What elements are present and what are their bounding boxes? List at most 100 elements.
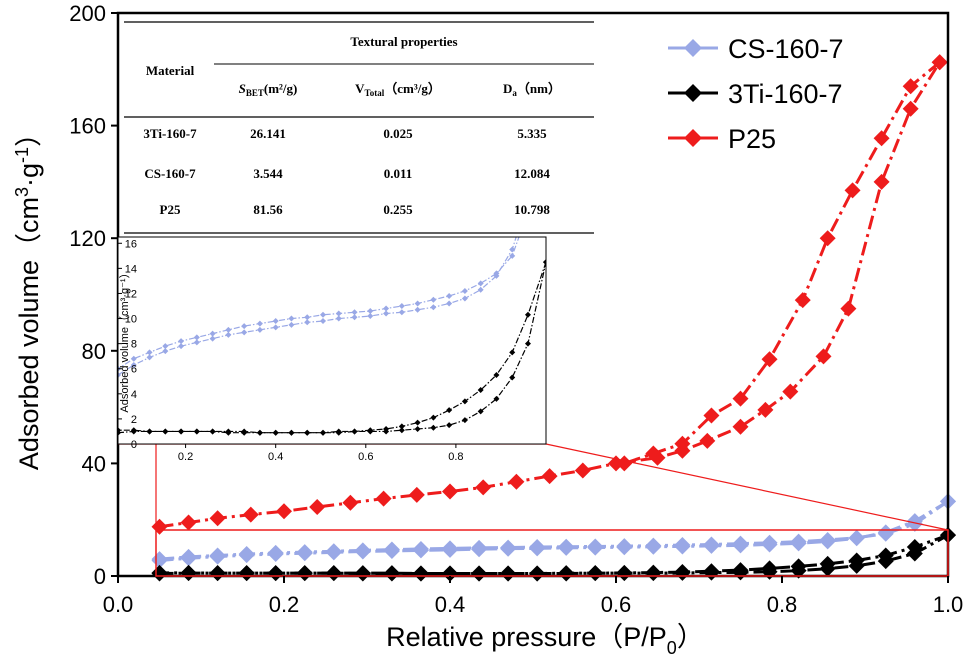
main-adsorption-point (732, 418, 749, 435)
inset-x-tick-label: 0.8 (448, 451, 463, 463)
main-desorption-point (819, 555, 836, 572)
inset-desorption-point (272, 318, 279, 325)
main-adsorption-point (815, 348, 832, 365)
inset-desorption-line-1 (118, 261, 546, 434)
main-adsorption-point (180, 514, 197, 531)
inset-desorption-point (304, 429, 311, 436)
main-desorption-point (267, 565, 284, 582)
inset-desorption-point (335, 310, 342, 317)
main-desorption-point (151, 551, 168, 568)
main-desorption-point (151, 564, 168, 581)
inset-desorption-point (288, 429, 295, 436)
inset-y-tick-label: 4 (131, 389, 137, 401)
inset-adsorption-point (477, 408, 484, 415)
inset-y-tick-label: 0 (131, 439, 137, 451)
legend-label: CS-160-7 (728, 34, 844, 64)
table-rows: 3Ti-160-7 26.141 0.025 5.335 CS-160-7 3.544 0.… (143, 126, 550, 217)
y-tick-label: 160 (69, 114, 106, 139)
table-cell-vtotal: 0.025 (383, 126, 413, 141)
inset-desorption-line-0 (118, 237, 520, 370)
inset-adsorption-point (398, 427, 405, 434)
inset-adsorption-point (162, 348, 169, 355)
table-cell-da: 12.084 (514, 166, 550, 181)
inset-adsorption-point (414, 306, 421, 313)
main-adsorption-point (840, 300, 857, 317)
x-tick-label: 0.0 (103, 592, 134, 617)
inset-desorption-point (335, 428, 342, 435)
main-adsorption-point (342, 494, 359, 511)
main-desorption-point (732, 562, 749, 579)
main-adsorption-point (442, 483, 458, 500)
main-desorption-point (412, 540, 429, 557)
y-axis-title: Adsorbed volume（cm3·g-1） (12, 120, 44, 470)
main-desorption-point (238, 565, 255, 582)
inset-frame (117, 236, 547, 445)
inset-desorption-point (146, 428, 153, 435)
inset-desorption-point (398, 423, 405, 430)
inset-desorption-point (367, 427, 374, 434)
main-desorption-point (383, 565, 400, 582)
textural-properties-table: Material Textural properties SBET(m²/g) … (120, 15, 596, 235)
inset-x-tick-label: 0.6 (358, 451, 373, 463)
main-adsorption-point (151, 518, 168, 535)
main-desorption-point (616, 564, 633, 581)
inset-y-tick-label: 14 (125, 263, 137, 275)
y-tick-label: 40 (82, 451, 106, 476)
legend-label: P25 (728, 124, 776, 154)
table-header-group: Textural properties (350, 34, 457, 49)
inset-plot: 0.2 0.4 0.6 0.8 0 2 4 6 8 10 12 14 16 Adsorbed volu… (117, 236, 547, 463)
inset-desorption-point (414, 419, 421, 426)
inset-desorption-point (193, 428, 200, 435)
main-desorption-point (877, 547, 894, 564)
main-desorption-point (645, 564, 662, 581)
main-adsorption-point (902, 100, 919, 117)
x-tick-label: 0.4 (435, 592, 466, 617)
main-desorption-point (209, 565, 226, 582)
inset-desorption-point (256, 320, 263, 327)
inset-desorption-point (383, 425, 390, 432)
inset-series-group (118, 237, 546, 436)
inset-x-ticks: 0.2 0.4 0.6 0.8 (178, 444, 464, 463)
main-desorption-point (267, 544, 284, 561)
table-cell-material: 3Ti-160-7 (143, 126, 197, 141)
main-adsorption-point (782, 383, 799, 400)
main-adsorption-point (574, 462, 591, 479)
main-desorption-point (558, 565, 575, 582)
main-desorption-point (674, 435, 691, 452)
main-desorption-point (819, 230, 836, 247)
inset-x-tick-label: 0.2 (178, 451, 193, 463)
inset-y-tick-label: 8 (131, 339, 137, 351)
inset-desorption-point (304, 314, 311, 321)
main-desorption-point (238, 546, 255, 563)
table-cell-da: 10.798 (514, 202, 550, 217)
inset-adsorption-point (193, 339, 200, 346)
inset-desorption-point (367, 308, 374, 315)
main-desorption-point (180, 564, 197, 581)
inset-y-tick-label: 6 (131, 364, 137, 376)
table-header-da: Da（nm） (503, 81, 561, 98)
inset-adsorption-point (398, 309, 405, 316)
inset-adsorption-point (414, 425, 421, 432)
main-desorption-point (500, 539, 517, 556)
inset-adsorption-point (288, 321, 295, 328)
main-desorption-point (354, 542, 371, 559)
inset-adsorption-point (130, 361, 137, 368)
main-adsorption-line-1 (159, 533, 949, 575)
inset-desorption-point (509, 252, 516, 259)
inset-desorption-point (319, 311, 326, 318)
zoom-connector-top (545, 443, 949, 531)
inset-adsorption-point (225, 331, 232, 338)
inset-desorption-point (178, 338, 185, 345)
main-desorption-point (471, 565, 488, 582)
main-desorption-point (761, 560, 778, 577)
inset-adsorption-line-0 (118, 237, 517, 376)
inset-desorption-point (178, 428, 185, 435)
inset-desorption-point (446, 292, 453, 299)
inset-adsorption-point (430, 424, 437, 431)
main-adsorption-point (508, 473, 525, 490)
inset-desorption-point (241, 323, 248, 330)
main-desorption-point (296, 565, 313, 582)
inset-y-axis-title: Adsorbed volume（cm³·g⁻¹） (118, 267, 131, 412)
inset-adsorption-point (524, 340, 531, 347)
